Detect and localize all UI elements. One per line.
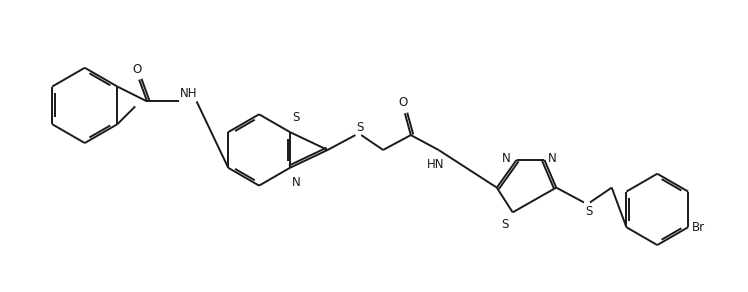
Text: O: O: [132, 63, 142, 76]
Text: O: O: [398, 96, 408, 109]
Text: S: S: [356, 121, 364, 134]
Text: Br: Br: [692, 221, 705, 234]
Text: HN: HN: [426, 158, 444, 171]
Text: N: N: [292, 176, 301, 189]
Text: N: N: [548, 152, 557, 165]
Text: S: S: [292, 111, 299, 124]
Text: S: S: [585, 206, 592, 218]
Text: N: N: [502, 152, 511, 165]
Text: S: S: [501, 218, 509, 231]
Text: NH: NH: [180, 87, 197, 100]
